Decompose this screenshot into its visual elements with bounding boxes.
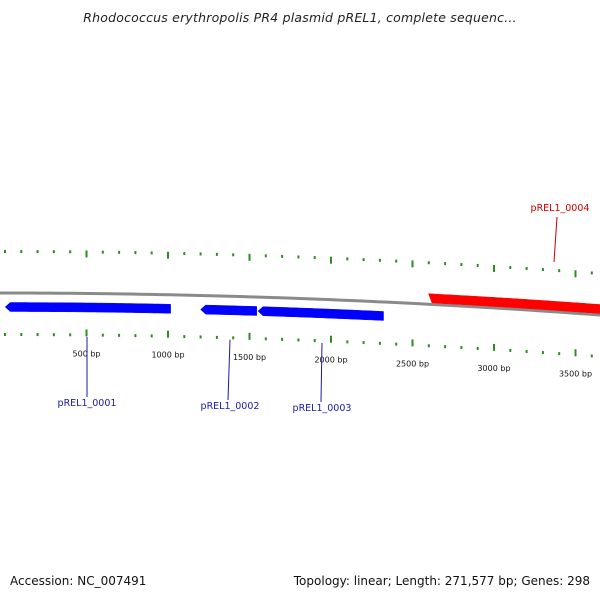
axis-tick-label: 2000 bp [314,356,347,365]
axis-tick-label: 3500 bp [559,369,592,378]
sequence-backbone [0,291,600,317]
axis-tick-label: 3000 bp [477,364,510,373]
axis-tick-label: 1500 bp [233,353,266,362]
summary-text: Topology: linear; Length: 271,577 bp; Ge… [293,574,590,588]
gene-leader-line [227,339,231,401]
gene-label: pREL1_0001 [58,398,117,409]
inner-tick-row [4,329,593,358]
gene-label: pREL1_0004 [531,203,590,214]
gene-pREL1_0003[interactable] [257,306,384,321]
axis-tick-label: 1000 bp [151,351,184,360]
gene-leader-line [320,342,323,403]
gene-label: pREL1_0002 [201,401,260,412]
genes: pREL1_0001 pREL1_0002 pREL1_0003 pREL1_0004 [4,203,600,414]
outer-tick-row [4,250,593,278]
gene-pREL1_0004[interactable] [428,293,600,314]
gene-pREL1_0001[interactable] [4,302,171,314]
accession-text: Accession: NC_007491 [10,574,147,588]
map-title: Rhodococcus erythropolis PR4 plasmid pRE… [83,10,517,25]
gene-label: pREL1_0003 [293,403,352,414]
gene-pREL1_0002[interactable] [200,304,257,316]
gene-leader-line [553,216,558,263]
axis-tick-label: 2500 bp [396,359,429,368]
